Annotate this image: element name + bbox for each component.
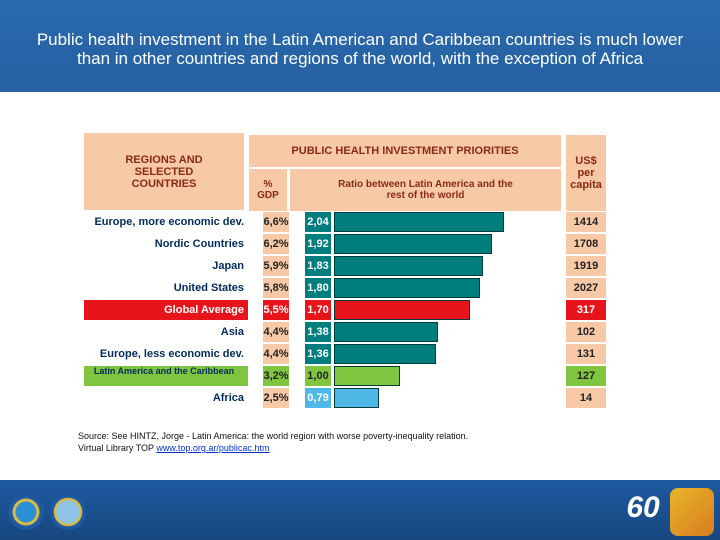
row-label: Global Average	[84, 300, 248, 320]
ratio-bar	[334, 278, 480, 298]
ratio-value: 0,79	[305, 388, 331, 408]
usd-value: 317	[566, 300, 606, 320]
usd-value: 1708	[566, 234, 606, 254]
gdp-value: 3,2%	[263, 366, 289, 386]
usd-value: 14	[566, 388, 606, 408]
gdp-header-label: % GDP	[257, 179, 279, 201]
row-label: Africa	[212, 392, 244, 404]
secondary-logo	[670, 488, 714, 536]
ratio-value: 1,00	[305, 366, 331, 386]
gdp-header: % GDP	[249, 169, 287, 211]
row-label: Europe, less economic dev.	[99, 348, 244, 360]
priorities-header: PUBLIC HEALTH INVESTMENT PRIORITIES	[249, 135, 561, 167]
ratio-bar	[334, 212, 504, 232]
ratio-value: 1,38	[305, 322, 331, 342]
usd-value: 2027	[566, 278, 606, 298]
row-label: Europe, more economic dev.	[94, 216, 244, 228]
regions-header: REGIONS AND SELECTED COUNTRIES	[84, 133, 244, 210]
gdp-value: 6,6%	[263, 212, 289, 232]
usd-header-label: US$ per capita	[570, 155, 602, 191]
usd-value: 1414	[566, 212, 606, 232]
ratio-bar	[334, 300, 470, 320]
usd-value: 102	[566, 322, 606, 342]
paho-globe-logo	[8, 494, 44, 530]
ratio-bar	[334, 344, 436, 364]
row-label: Japan	[212, 260, 244, 272]
gdp-value: 2,5%	[263, 388, 289, 408]
row-label: Nordic Countries	[154, 238, 244, 250]
ratio-value: 1,80	[305, 278, 331, 298]
footer-bar	[0, 480, 720, 540]
anniversary-logo-text: 60	[626, 491, 660, 524]
usd-header: US$ per capita	[566, 135, 606, 211]
who-emblem-logo	[50, 494, 86, 530]
gdp-value: 5,9%	[263, 256, 289, 276]
ratio-value: 1,36	[305, 344, 331, 364]
gdp-value: 6,2%	[263, 234, 289, 254]
usd-value: 127	[566, 366, 606, 386]
ratio-bar	[334, 322, 438, 342]
row-label: Asia	[220, 326, 244, 338]
gdp-value: 5,8%	[263, 278, 289, 298]
source-text: Source: See HINTZ, Jorge - Latin America…	[78, 431, 469, 441]
source-link[interactable]: www.top.org.ar/publicac.htm	[156, 443, 270, 453]
ratio-header: Ratio between Latin America and the rest…	[290, 169, 561, 211]
ratio-bar	[334, 234, 492, 254]
gdp-value: 4,4%	[263, 322, 289, 342]
regions-header-label: REGIONS AND SELECTED COUNTRIES	[125, 153, 203, 190]
ratio-bar	[334, 256, 483, 276]
ratio-value: 1,70	[305, 300, 331, 320]
priorities-header-label: PUBLIC HEALTH INVESTMENT PRIORITIES	[291, 145, 519, 157]
usd-value: 1919	[566, 256, 606, 276]
ratio-header-label: Ratio between Latin America and the rest…	[338, 179, 513, 201]
ratio-value: 1,83	[305, 256, 331, 276]
anniversary-logo: 60	[620, 488, 666, 536]
source-text-2: Virtual Library TOP	[78, 443, 154, 453]
row-label: United States	[173, 282, 244, 294]
ratio-value: 1,92	[305, 234, 331, 254]
ratio-bar	[334, 366, 400, 386]
gdp-value: 5,5%	[263, 300, 289, 320]
ratio-value: 2,04	[305, 212, 331, 232]
gdp-value: 4,4%	[263, 344, 289, 364]
row-label: Latin America and the Caribbean	[84, 366, 248, 386]
ratio-bar	[334, 388, 379, 408]
usd-value: 131	[566, 344, 606, 364]
source-note: Source: See HINTZ, Jorge - Latin America…	[78, 430, 638, 454]
slide-title: Public health investment in the Latin Am…	[36, 30, 684, 68]
